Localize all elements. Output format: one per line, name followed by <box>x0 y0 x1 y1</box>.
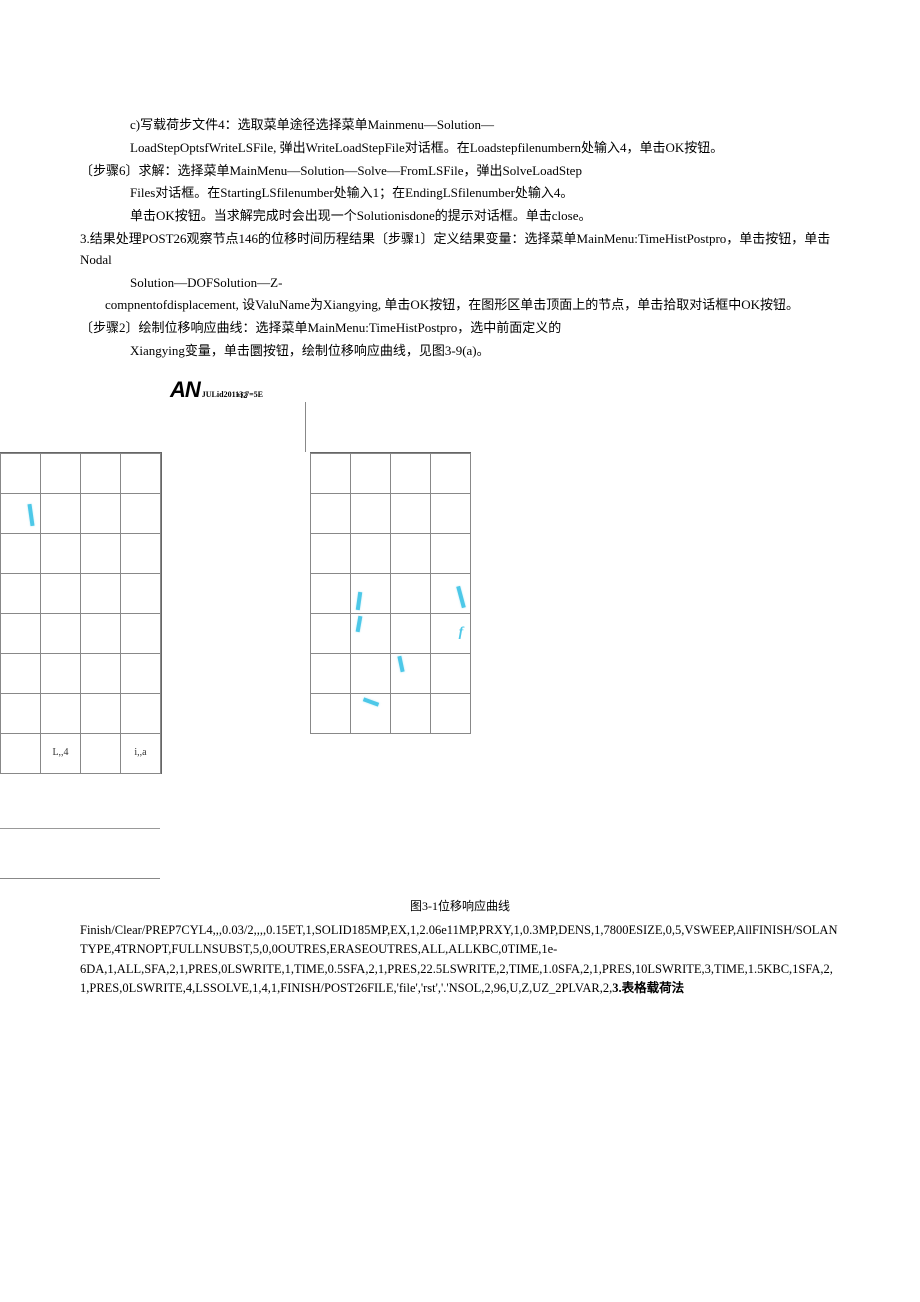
code-line-2: 6DA,1,ALL,SFA,2,1,PRES,0LSWRITE,1,TIME,0… <box>80 962 833 995</box>
cell-l4: L,,4 <box>52 745 68 761</box>
chart-container: AN JULid20113.7=5E +f2 <box>0 372 920 892</box>
stroke-r1 <box>356 592 362 610</box>
left-bottom-boundary <box>0 878 160 879</box>
cell-ia: i,,a <box>134 745 146 761</box>
stroke-r2 <box>456 586 466 608</box>
left-sep-line <box>0 828 160 829</box>
header-divider <box>305 402 306 452</box>
paragraph-step-c: c)写载荷步文件4：选取菜单途径选择菜单Mainmenu—Solution— <box>80 115 840 136</box>
paragraph-step6: 〔步骤6〕求解：选择菜单MainMenu—Solution—Solve—From… <box>80 161 840 182</box>
paragraph-3-3: compnentofdisplacement, 设ValuName为Xiangy… <box>80 295 840 316</box>
stroke-r3 <box>356 616 363 632</box>
stroke-1 <box>27 504 34 526</box>
paragraph-step-c-2: LoadStepOptsfWriteLSFile, 弹出WriteLoadSte… <box>80 138 840 159</box>
paragraph-step6-2: Files对话框。在StartingLSfilenumber处输入1；在Endi… <box>80 183 840 204</box>
paragraph-step2: 〔步骤2〕绘制位移响应曲线：选择菜单MainMenu:TimeHistPostp… <box>80 318 840 339</box>
code-block: Finish/Clear/PREP7CYL4,,,0.03/2,,,,0.15E… <box>80 921 840 999</box>
left-chart: L,,4 i,,a <box>0 452 162 774</box>
paragraph-step6-3: 单击OK按钮。当求解完成时会出现一个Solutionisdone的提示对话框。单… <box>80 206 840 227</box>
code-line-1: Finish/Clear/PREP7CYL4,,,0.03/2,,,,0.15E… <box>80 923 837 956</box>
cell-f: f <box>459 622 464 644</box>
paragraph-step2-2: Xiangying变量，单击圜按钮，绘制位移响应曲线，见图3-9(a)。 <box>80 341 840 362</box>
right-grid: f <box>310 453 471 734</box>
paragraph-3-2: Solution—DOFSolution—Z- <box>80 273 840 294</box>
chart-area: L,,4 i,,a <box>0 372 920 892</box>
left-grid: L,,4 i,,a <box>0 453 161 774</box>
paragraph-3: 3.结果处理POST26观察节点146的位移时间历程结果〔步骤1〕定义结果变量：… <box>80 229 840 271</box>
right-chart: f <box>310 452 471 734</box>
figure-caption: 图3-1位移响应曲线 <box>80 897 840 916</box>
stroke-r5 <box>363 697 379 706</box>
stroke-r4 <box>397 656 404 672</box>
code-bold: 3.表格载荷法 <box>612 981 684 995</box>
